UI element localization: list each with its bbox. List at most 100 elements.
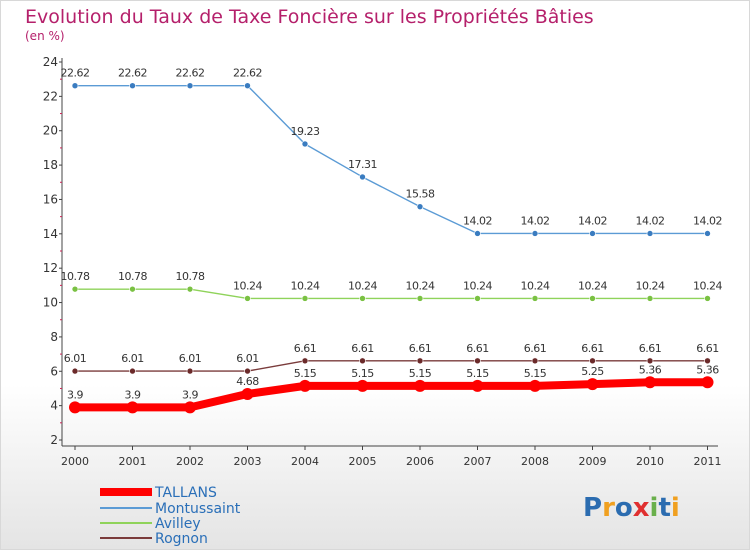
data-point [704,295,711,302]
data-label: 5.36 [696,363,719,376]
logo-letter: i [650,493,659,523]
data-point [531,357,539,365]
data-point [129,285,136,293]
data-point [301,140,309,148]
x-tick-label: 2011 [694,455,722,468]
legend-label-montussaint: Montussaint [155,501,241,517]
data-label: 10.24 [636,279,665,292]
data-point [244,295,251,302]
data-label: 6.61 [524,342,547,355]
data-point [241,387,254,400]
y-tick-label: 4 [50,399,58,413]
data-label: 6.61 [294,342,317,355]
data-point [71,285,79,293]
y-tick-label: 6 [50,364,58,378]
data-point [416,295,424,302]
data-label: 14.02 [463,214,492,227]
data-label: 6.01 [179,352,202,365]
data-label: 19.23 [291,125,320,138]
data-point [589,230,596,237]
data-point [704,357,711,365]
data-label: 4.68 [236,375,259,388]
data-point [471,379,484,392]
data-label: 15.58 [406,188,435,201]
x-tick-label: 2001 [119,455,147,468]
data-point [129,367,136,375]
data-point [244,367,251,375]
data-label: 3.9 [182,388,198,401]
data-point [299,379,311,392]
data-label: 6.61 [639,342,662,355]
data-label: 6.61 [466,342,489,355]
data-label: 22.62 [176,67,205,80]
series-avilley: 10.78 10.78 10.78 10.24 10.24 10.24 10.24 10.24… [61,270,723,302]
data-label: 6.61 [581,342,604,355]
legend-label-rognon: Rognon [155,531,208,547]
data-point [646,295,654,302]
proxiti-logo: Proxiti [583,493,680,523]
data-label: 3.9 [67,388,83,401]
data-label: 5.25 [581,365,604,378]
data-point [529,379,541,392]
data-point [414,379,426,392]
series-layer: 22.62 22.62 22.62 22.62 19.23 17.31 15.58 14.02… [61,67,723,414]
legend-label-avilley: Avilley [155,516,201,532]
series-tallans: 3.9 3.9 3.9 4.68 5.15 5.15 5.15 5.15 5.15 5.25 5.3… [67,363,720,414]
data-label: 5.36 [639,363,662,376]
data-label: 22.62 [233,67,262,80]
data-point [416,203,424,210]
chart-title: Evolution du Taux de Taxe Foncière sur l… [25,6,594,28]
x-tick-label: 2005 [349,455,377,468]
data-point [301,295,309,302]
series-rognon: 6.01 6.01 6.01 6.01 6.61 6.61 6.61 6.61 6.61 6.61… [64,342,719,375]
data-point [301,357,309,365]
x-tick-label: 2000 [61,455,89,468]
logo-letter: P [583,493,602,523]
data-label: 10.24 [578,279,607,292]
data-label: 10.24 [463,279,492,292]
logo-letter: t [658,493,670,523]
data-point [71,367,79,375]
chart-subtitle: (en %) [25,29,65,43]
data-label: 10.24 [693,279,722,292]
data-point [69,401,81,414]
data-label: 14.02 [693,214,722,227]
data-label: 17.31 [348,158,377,171]
data-label: 22.62 [118,67,147,80]
data-label: 6.61 [409,342,432,355]
y-tick-label: 16 [43,192,58,206]
data-label: 10.78 [118,270,147,283]
data-label: 10.24 [406,279,435,292]
data-point [531,230,539,237]
data-label: 6.01 [236,352,259,365]
data-label: 10.24 [291,279,320,292]
data-label: 5.15 [409,367,432,380]
x-tick-label: 2007 [464,455,492,468]
x-tick-label: 2002 [176,455,204,468]
data-label: 14.02 [636,214,665,227]
legend-label-tallans: TALLANS [154,485,217,501]
data-label: 6.61 [696,342,719,355]
x-tick-label: 2006 [406,455,434,468]
y-tick-label: 22 [43,89,58,103]
data-point [71,82,79,90]
x-tick-label: 2008 [521,455,549,468]
y-tick-label: 10 [43,296,58,310]
data-point [586,378,599,391]
data-point [646,357,654,365]
data-label: 14.02 [521,214,550,227]
data-label: 10.24 [348,279,377,292]
y-tick-label: 8 [50,330,58,344]
data-label: 10.24 [233,279,262,292]
x-tick-label: 2003 [234,455,262,468]
data-label: 6.61 [351,342,374,355]
data-point [184,401,196,414]
data-label: 6.01 [121,352,144,365]
x-tick-label: 2009 [579,455,607,468]
data-point [644,376,656,389]
y-tick-label: 18 [43,158,58,172]
